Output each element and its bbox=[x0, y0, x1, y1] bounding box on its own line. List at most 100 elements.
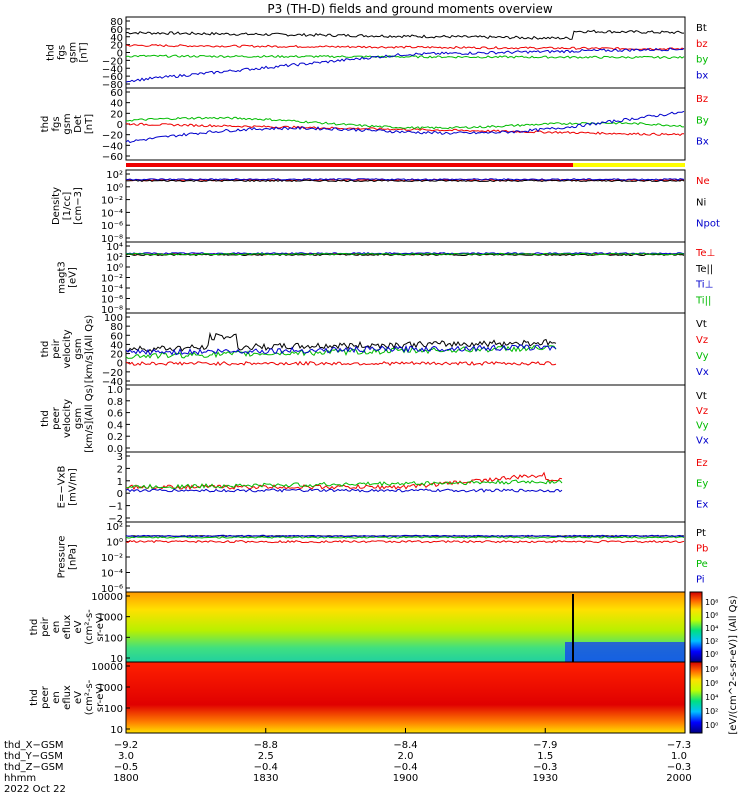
colorbar-tick: 10⁸ bbox=[705, 598, 718, 607]
y-tick-label: −60 bbox=[102, 72, 123, 83]
y-axis-label: [km/s](All Qs) bbox=[84, 315, 95, 383]
legend-entry: Vx bbox=[696, 367, 709, 378]
y-tick-label: 20 bbox=[110, 41, 123, 52]
y-tick-label: 60 bbox=[110, 88, 123, 99]
x-row-label: thd_Y−GSM bbox=[4, 751, 63, 762]
colorbar-tick: 10⁶ bbox=[705, 679, 718, 688]
y-tick-label: 100 bbox=[104, 704, 123, 715]
y-tick-label: −40 bbox=[102, 377, 123, 388]
colorbar-tick: 10⁸ bbox=[705, 665, 718, 674]
trace-Bz bbox=[125, 122, 684, 137]
x-tick-label: −0.5 bbox=[114, 762, 138, 773]
trace-Vz bbox=[125, 360, 557, 367]
y-tick-label: 1.0 bbox=[107, 385, 123, 396]
legend-entry: by bbox=[696, 55, 708, 66]
y-tick-label: 10⁰ bbox=[106, 263, 123, 274]
y-axis-label: eflux bbox=[62, 615, 73, 640]
y-tick-label: 10⁻⁴ bbox=[101, 208, 123, 219]
legend-entry: Vt bbox=[696, 391, 707, 402]
panel-frame bbox=[125, 384, 686, 453]
y-axis-label: thd bbox=[46, 44, 57, 61]
legend-entry: Ne bbox=[696, 176, 710, 187]
trace-By bbox=[125, 116, 684, 130]
y-tick-label: −20 bbox=[102, 368, 123, 379]
y-tick-label: 1000 bbox=[98, 613, 123, 624]
y-tick-label: 1 bbox=[117, 477, 123, 488]
legend-entry: Pe bbox=[696, 559, 708, 570]
x-row-label: thd_Z−GSM bbox=[4, 762, 64, 773]
x-tick-label: −0.3 bbox=[667, 762, 691, 773]
y-tick-label: 10⁻² bbox=[101, 274, 123, 285]
y-axis-label: Density bbox=[51, 187, 62, 225]
y-tick-label: 100 bbox=[104, 633, 123, 644]
y-tick-label: 0.6 bbox=[107, 409, 123, 420]
y-tick-label: 10⁻² bbox=[101, 553, 123, 564]
y-tick-label: 10⁻⁸ bbox=[101, 234, 123, 245]
x-tick-label: 2.5 bbox=[258, 751, 274, 762]
legend-entry: Ti⊥ bbox=[695, 280, 713, 291]
panel-6: 1.00.80.60.40.20.0 thd peer velocity gsm [km/… bbox=[40, 384, 709, 455]
y-tick-label: −1 bbox=[108, 502, 123, 513]
colorbar-electron bbox=[689, 661, 703, 734]
y-axis-label: [cm−3] bbox=[73, 187, 84, 225]
legend-entry: Npot bbox=[696, 219, 720, 230]
y-tick-label: 0 bbox=[117, 120, 123, 131]
y-axis-label: (cm²-s- bbox=[84, 679, 95, 715]
legend-entry: Bx bbox=[696, 137, 709, 148]
x-tick-label: −7.9 bbox=[533, 740, 557, 751]
y-tick-label: 40 bbox=[110, 340, 123, 351]
legend-entry: Ey bbox=[696, 479, 708, 490]
legend-entry: Ni bbox=[696, 197, 706, 208]
y-tick-label: 10⁰ bbox=[106, 538, 123, 549]
x-tick-label: 1800 bbox=[113, 773, 138, 784]
y-tick-label: 0 bbox=[117, 49, 123, 60]
y-axis-label: [nPa] bbox=[68, 544, 79, 570]
y-tick-label: 0.0 bbox=[107, 444, 123, 455]
legend-entry: Pt bbox=[696, 528, 706, 539]
legend-entry: Bt bbox=[696, 23, 707, 34]
trace-Npot bbox=[125, 178, 685, 181]
y-tick-label: 10⁴ bbox=[106, 242, 123, 253]
legend-entry: bz bbox=[696, 39, 708, 50]
trace-bz bbox=[126, 44, 685, 51]
y-tick-label: 0 bbox=[117, 359, 123, 370]
trace-Bt bbox=[125, 29, 684, 40]
y-tick-label: 80 bbox=[110, 17, 123, 28]
figure-title: P3 (TH-D) fields and ground moments over… bbox=[267, 2, 552, 16]
y-axis-label: [nT] bbox=[84, 114, 95, 134]
legend-entry: Te⊥ bbox=[695, 248, 715, 259]
y-axis-label: gsm bbox=[62, 113, 73, 134]
x-tick-label: −0.3 bbox=[533, 762, 557, 773]
y-axis-label: [eV] bbox=[68, 267, 79, 288]
legend-entry: Vx bbox=[696, 435, 709, 446]
y-axis-label: Det bbox=[73, 115, 84, 133]
panel-frame bbox=[125, 16, 686, 89]
y-axis-label: thd bbox=[40, 116, 51, 133]
legend-entry: Ti|| bbox=[695, 295, 711, 306]
colorbar-tick: 10⁰ bbox=[705, 721, 718, 730]
y-axis-label: eflux bbox=[62, 685, 73, 710]
panel-8: 10² 10⁰ 10⁻² 10⁻⁴ 10⁻⁶ Pressure [nPa] Pt Pb Pe Pi bbox=[57, 521, 708, 595]
y-axis-label: fgs bbox=[57, 45, 68, 60]
legend-entry: Vy bbox=[696, 351, 709, 362]
ion-spectrogram-gap bbox=[565, 642, 685, 662]
colorbar-tick: 10⁴ bbox=[705, 693, 718, 702]
y-axis-label: thd bbox=[29, 619, 40, 636]
x-tick-label: 1.0 bbox=[671, 751, 687, 762]
y-axis-label: en bbox=[51, 691, 62, 704]
y-axis-label: [nT] bbox=[79, 42, 90, 62]
y-axis-label: eV bbox=[73, 620, 84, 633]
legend-entry: Vt bbox=[696, 319, 707, 330]
y-tick-label: 60 bbox=[110, 25, 123, 36]
y-tick-label: 10² bbox=[106, 522, 123, 533]
x-tick-label: 1.5 bbox=[537, 751, 553, 762]
x-tick-label: 3.0 bbox=[118, 751, 134, 762]
panel-3: 10² 10⁰ 10⁻²10⁻⁴ 10⁻⁶ 10⁻⁸ Density [1/cc] [cm−3… bbox=[51, 163, 720, 245]
legend-entry: Vy bbox=[696, 421, 709, 432]
y-tick-label: 1000 bbox=[98, 683, 123, 694]
y-axis-label: peer bbox=[51, 406, 62, 430]
y-tick-label: 10⁻⁶ bbox=[101, 584, 123, 595]
trace-Ez bbox=[125, 471, 563, 491]
y-tick-label: 10000 bbox=[91, 662, 123, 673]
